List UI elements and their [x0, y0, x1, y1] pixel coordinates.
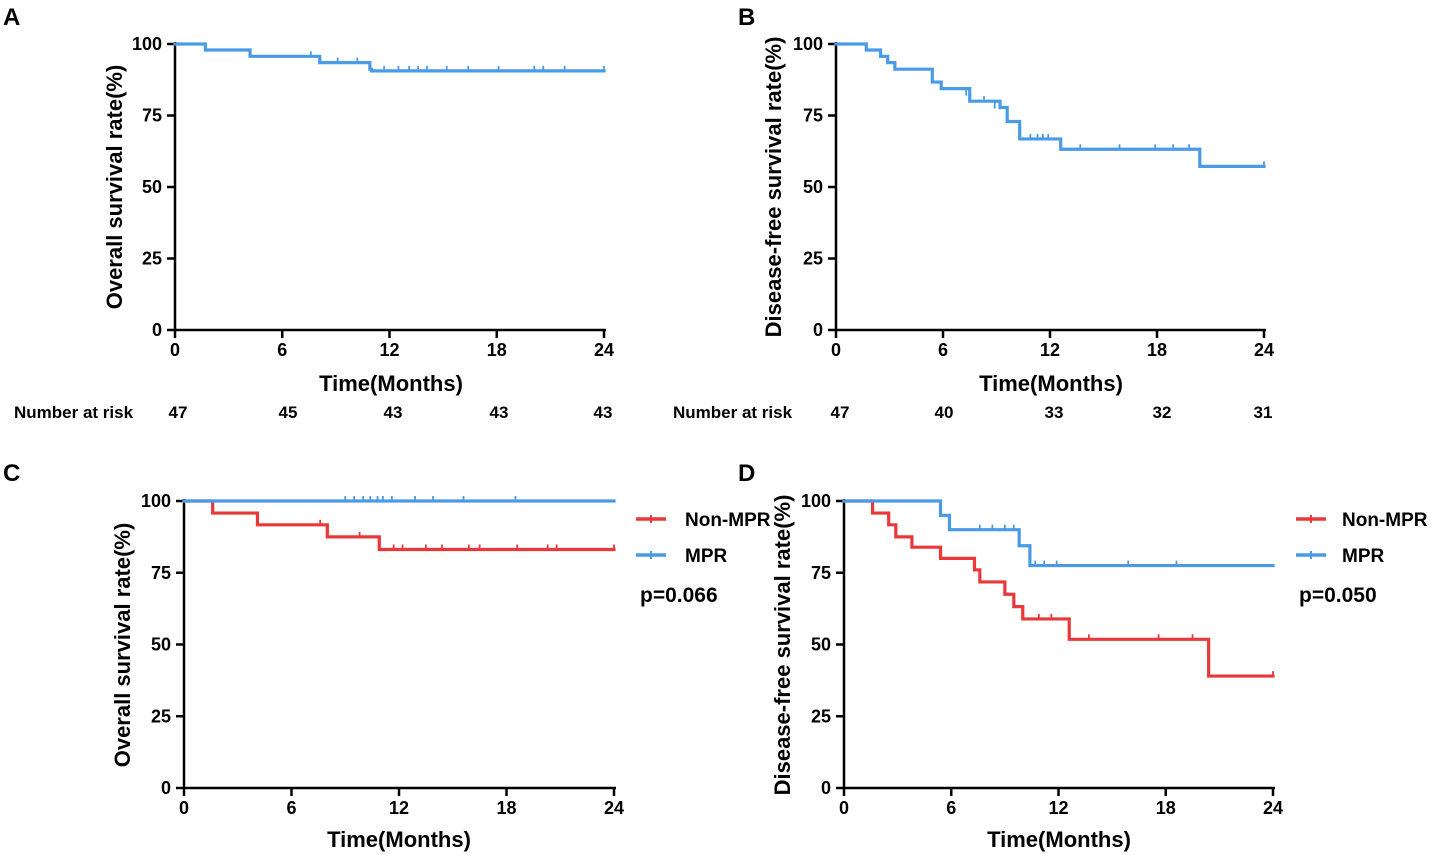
legend-label-d-non-mpr: Non-MPR — [1342, 510, 1428, 531]
x-tick-label-c-6: 6 — [286, 798, 296, 818]
y-tick-label-b-75: 75 — [803, 106, 823, 126]
y-tick-label-b-100: 100 — [793, 34, 823, 54]
survival-curve-b-all-patients — [834, 42, 1266, 169]
risk-count-b-0: 47 — [831, 403, 850, 422]
x-tick-label-c-12: 12 — [389, 798, 409, 818]
y-axis-title-d: Disease-free survival rate(%) — [770, 495, 795, 796]
risk-count-a-0: 47 — [169, 403, 188, 422]
y-axis-title-c: Overall survival rate(%) — [110, 523, 135, 768]
x-axis-title-c: Time(Months) — [327, 827, 471, 852]
survival-curve-d-non-mpr — [842, 499, 1275, 678]
p-value-c: p=0.066 — [640, 584, 718, 607]
y-tick-label-c-100: 100 — [141, 491, 171, 511]
risk-count-b-6: 40 — [935, 403, 954, 422]
y-tick-label-b-25: 25 — [803, 249, 823, 269]
plot-area-b: 0 25 50 75 100 0 6 12 18 24 — [793, 34, 1274, 360]
risk-count-b-12: 33 — [1045, 403, 1064, 422]
x-tick-label-a-18: 18 — [487, 340, 507, 360]
x-tick-label-b-18: 18 — [1147, 340, 1167, 360]
y-tick-label-a-50: 50 — [142, 177, 162, 197]
risk-table-label-b: Number at risk — [673, 403, 793, 422]
risk-table-a: Number at risk 47 45 43 43 43 — [14, 403, 612, 422]
panel-a: A 0 25 50 75 100 0 6 12 18 24 Time(Months) Overal… — [3, 4, 614, 422]
panel-letter-c: C — [3, 460, 20, 487]
plot-area-a: 0 25 50 75 100 0 6 12 18 24 — [132, 34, 614, 360]
y-tick-label-c-25: 25 — [151, 706, 171, 726]
x-axis-title-d: Time(Months) — [987, 827, 1131, 852]
x-tick-label-d-0: 0 — [839, 798, 849, 818]
risk-count-b-24: 31 — [1254, 403, 1273, 422]
x-axis-title-a: Time(Months) — [319, 371, 463, 396]
legend-d: Non-MPR MPR — [1296, 510, 1428, 567]
risk-count-a-24: 43 — [594, 403, 613, 422]
panel-d: D 0 25 50 75 100 0 6 12 18 24 Time(Months) Diseas… — [738, 460, 1428, 852]
x-axis-title-b: Time(Months) — [979, 371, 1123, 396]
y-tick-label-d-50: 50 — [811, 635, 831, 655]
x-tick-label-d-18: 18 — [1156, 798, 1176, 818]
x-tick-label-b-6: 6 — [938, 340, 948, 360]
legend-label-d-mpr: MPR — [1342, 546, 1385, 567]
x-tick-label-c-0: 0 — [179, 798, 189, 818]
x-tick-label-d-6: 6 — [946, 798, 956, 818]
panel-letter-b: B — [738, 4, 755, 31]
x-tick-label-a-24: 24 — [594, 340, 614, 360]
panel-c: C 0 25 50 75 100 0 6 12 18 24 Time(Months) Overal… — [3, 460, 771, 852]
y-tick-label-a-25: 25 — [142, 249, 162, 269]
y-tick-label-d-25: 25 — [811, 706, 831, 726]
risk-table-label-a: Number at risk — [14, 403, 134, 422]
risk-count-a-18: 43 — [490, 403, 509, 422]
y-tick-label-c-50: 50 — [151, 635, 171, 655]
p-value-d: p=0.050 — [1299, 584, 1377, 607]
y-tick-label-d-0: 0 — [821, 778, 831, 798]
x-tick-label-d-24: 24 — [1263, 798, 1283, 818]
x-tick-label-d-12: 12 — [1048, 798, 1068, 818]
legend-c: Non-MPR MPR — [636, 510, 771, 567]
x-tick-label-c-24: 24 — [604, 798, 624, 818]
y-tick-label-d-100: 100 — [801, 491, 831, 511]
survival-curve-a-all-patients — [173, 42, 606, 73]
risk-count-a-12: 43 — [384, 403, 403, 422]
y-tick-label-b-50: 50 — [803, 177, 823, 197]
panel-letter-d: D — [738, 460, 755, 487]
x-tick-label-a-6: 6 — [277, 340, 287, 360]
y-tick-label-b-0: 0 — [813, 320, 823, 340]
plot-area-d: 0 25 50 75 100 0 6 12 18 24 — [801, 491, 1283, 818]
risk-count-b-18: 32 — [1153, 403, 1172, 422]
x-tick-label-a-0: 0 — [170, 340, 180, 360]
y-tick-label-a-75: 75 — [142, 106, 162, 126]
y-tick-label-d-75: 75 — [811, 563, 831, 583]
legend-label-c-mpr: MPR — [685, 546, 728, 567]
y-axis-title-a: Overall survival rate(%) — [102, 65, 127, 310]
risk-count-a-6: 45 — [279, 403, 298, 422]
x-tick-label-b-12: 12 — [1040, 340, 1060, 360]
y-tick-label-c-0: 0 — [161, 778, 171, 798]
y-tick-label-a-0: 0 — [152, 320, 162, 340]
legend-label-c-non-mpr: Non-MPR — [685, 510, 771, 531]
panel-b: B 0 25 50 75 100 0 6 12 18 24 Time(Months) Diseas… — [673, 4, 1274, 422]
x-tick-label-c-18: 18 — [496, 798, 516, 818]
risk-table-b: Number at risk 47 40 33 32 31 — [673, 403, 1272, 422]
survival-curve-d-mpr — [842, 499, 1275, 568]
y-axis-title-b: Disease-free survival rate(%) — [761, 37, 786, 338]
y-tick-label-c-75: 75 — [151, 563, 171, 583]
x-tick-label-a-12: 12 — [379, 340, 399, 360]
x-tick-label-b-0: 0 — [831, 340, 841, 360]
panel-letter-a: A — [3, 4, 20, 31]
x-tick-label-b-24: 24 — [1254, 340, 1274, 360]
y-tick-label-a-100: 100 — [132, 34, 162, 54]
survival-curve-c-non-mpr — [182, 499, 616, 552]
plot-area-c: 0 25 50 75 100 0 6 12 18 24 — [141, 491, 624, 818]
